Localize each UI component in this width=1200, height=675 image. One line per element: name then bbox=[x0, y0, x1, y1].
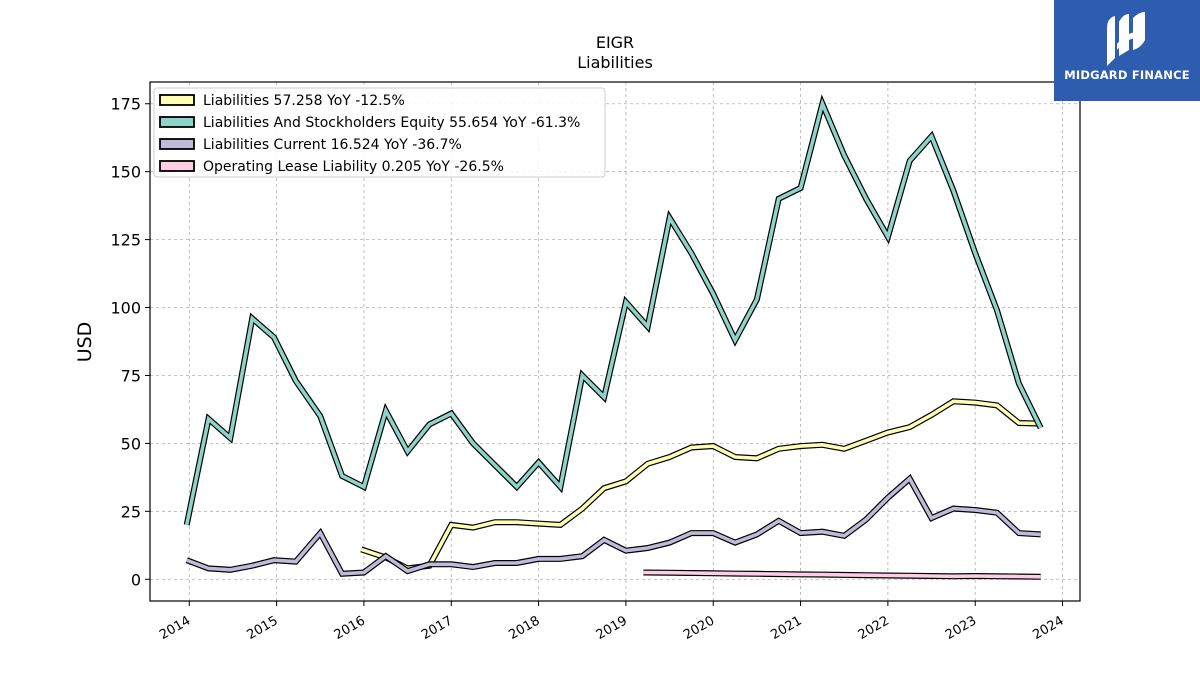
x-tick-label: 2018 bbox=[506, 613, 542, 643]
legend: Liabilities 57.258 YoY -12.5% Liabilities… bbox=[153, 87, 606, 178]
legend-label: Liabilities Current 16.524 YoY -36.7% bbox=[203, 137, 462, 153]
y-tick-label: 100 bbox=[110, 299, 141, 318]
x-tick-label: 2015 bbox=[244, 613, 280, 643]
y-tick-label: 175 bbox=[110, 95, 141, 114]
series-outline bbox=[185, 473, 1041, 577]
brand-logo: MIDGARD FINANCE bbox=[1054, 0, 1200, 101]
x-tick-label: 2022 bbox=[856, 613, 892, 643]
legend-swatch bbox=[159, 116, 195, 128]
legend-label: Operating Lease Liability 0.205 YoY -26.… bbox=[203, 159, 504, 175]
legend-swatch bbox=[159, 160, 195, 172]
y-tick-label: 0 bbox=[131, 570, 141, 589]
y-tick-label: 75 bbox=[121, 366, 141, 385]
brand-name: MIDGARD FINANCE bbox=[1064, 68, 1190, 82]
chart-subtitle: Liabilities bbox=[577, 53, 653, 72]
x-tick-label: 2016 bbox=[332, 613, 368, 643]
y-tick-label: 125 bbox=[110, 231, 141, 250]
legend-box bbox=[153, 87, 606, 178]
plot-frame bbox=[149, 81, 1081, 602]
x-tick-label: 2014 bbox=[157, 613, 193, 643]
legend-label: Liabilities 57.258 YoY -12.5% bbox=[203, 93, 405, 109]
x-tick-label: 2023 bbox=[943, 613, 979, 643]
x-tick-label: 2020 bbox=[681, 613, 717, 643]
series-line bbox=[186, 475, 1041, 576]
y-tick-label: 25 bbox=[121, 502, 141, 521]
series-line bbox=[360, 399, 1041, 571]
x-tick-label: 2024 bbox=[1030, 613, 1066, 643]
series-line bbox=[643, 570, 1041, 579]
legend-swatch bbox=[159, 94, 195, 106]
x-tick-label: 2019 bbox=[594, 613, 630, 643]
series-layer bbox=[183, 94, 1044, 580]
midgard-logo-icon bbox=[1107, 12, 1145, 66]
y-axis-label: USD bbox=[74, 322, 96, 363]
x-tick-label: 2021 bbox=[768, 613, 804, 643]
series-line bbox=[184, 98, 1043, 526]
x-tick-label: 2017 bbox=[419, 613, 455, 643]
legend-swatch bbox=[159, 138, 195, 150]
y-tick-label: 150 bbox=[110, 163, 141, 182]
y-tick-label: 50 bbox=[121, 434, 141, 453]
legend-label: Liabilities And Stockholders Equity 55.6… bbox=[203, 115, 580, 131]
chart-title: EIGR bbox=[596, 33, 634, 52]
